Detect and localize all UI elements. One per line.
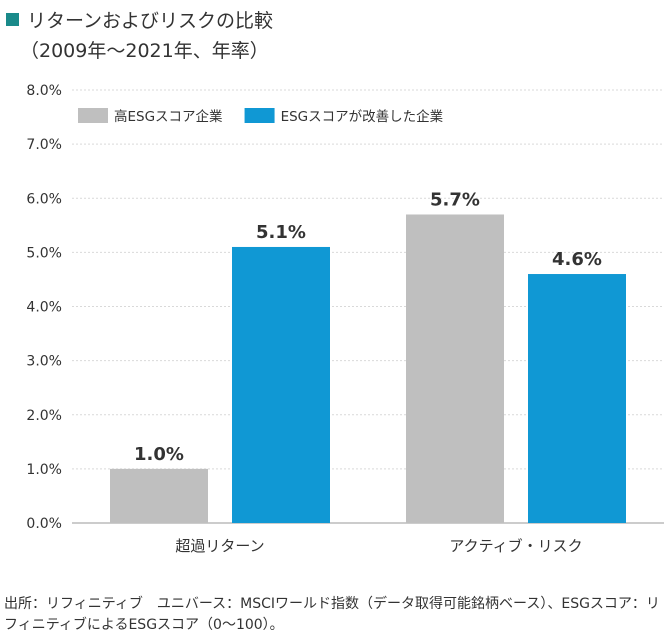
bar-chart: 0.0% 1.0% 2.0% 3.0% 4.0% 5.0% 6.0% 7.0% 8.0% 1.0%… [26, 83, 664, 555]
bar [528, 274, 626, 523]
y-tick-label: 6.0% [26, 191, 62, 207]
data-label: 5.7% [430, 189, 480, 210]
bar [110, 468, 208, 523]
legend-swatch [78, 108, 108, 123]
data-label: 5.1% [256, 222, 306, 243]
legend-label: 高ESGスコア企業 [114, 108, 223, 125]
data-label: 1.0% [134, 444, 184, 465]
bar [406, 214, 504, 524]
y-tick-label: 7.0% [26, 137, 62, 153]
y-tick-label: 1.0% [26, 462, 62, 478]
y-tick-label: 3.0% [26, 354, 62, 370]
legend-label: ESGスコアが改善した企業 [281, 108, 444, 125]
chart-title: リターンおよびリスクの比較 [27, 10, 274, 32]
title-marker-icon [6, 13, 19, 26]
y-tick-label: 5.0% [26, 245, 62, 261]
y-tick-label: 0.0% [26, 516, 62, 532]
x-tick-label: 超過リターン [175, 537, 264, 555]
bar [232, 246, 330, 523]
chart-subtitle: （2009年～2021年、年率） [20, 40, 269, 62]
y-tick-label: 8.0% [26, 83, 62, 99]
legend-swatch [244, 108, 275, 123]
y-tick-label: 4.0% [26, 300, 62, 316]
x-tick-label: アクティブ・リスク [449, 537, 582, 555]
source-note: 出所：リフィニティブ ユニバース：MSCIワールド指数（データ取得可能銘柄ベース… [4, 596, 660, 633]
title-row: リターンおよびリスクの比較 [6, 6, 273, 33]
y-tick-label: 2.0% [26, 408, 62, 424]
data-label: 4.6% [552, 249, 602, 270]
